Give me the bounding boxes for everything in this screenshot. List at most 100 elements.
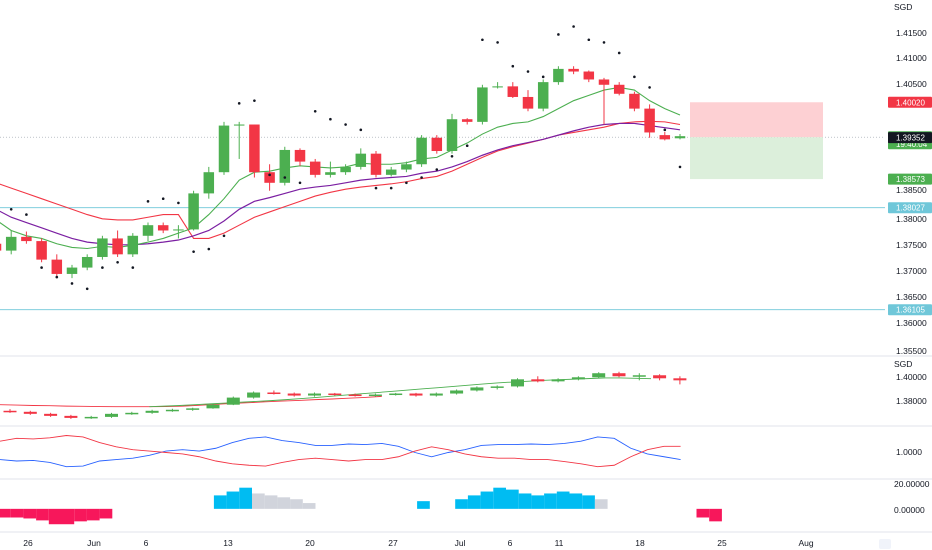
main-candle-body[interactable] xyxy=(5,236,17,251)
htf-candle-body[interactable] xyxy=(328,393,342,396)
htf-candle-body[interactable] xyxy=(125,412,139,415)
htf-candle-body[interactable] xyxy=(348,394,362,397)
main-candle-body[interactable] xyxy=(188,193,199,230)
take-profit-zone[interactable] xyxy=(690,137,823,180)
main-candle-body[interactable] xyxy=(142,225,154,236)
main-candle-body[interactable] xyxy=(659,135,671,140)
htf-candle-body[interactable] xyxy=(368,394,382,397)
htf-candle-body[interactable] xyxy=(632,375,646,377)
histogram-bar xyxy=(239,487,252,509)
main-candle-body[interactable] xyxy=(385,169,397,175)
main-candle-body[interactable] xyxy=(340,166,351,173)
main-candle-body[interactable] xyxy=(36,241,47,260)
htf-candle-body[interactable] xyxy=(105,413,118,417)
main-candle-body[interactable] xyxy=(431,137,443,152)
price-tag-label: 1.36105 xyxy=(896,306,925,315)
htf-candle-body[interactable] xyxy=(165,409,179,412)
htf-candle-body[interactable] xyxy=(409,393,423,396)
htf-candle-body[interactable] xyxy=(64,415,78,418)
htf-candle-body[interactable] xyxy=(186,408,200,410)
main-candle-body[interactable] xyxy=(492,86,503,88)
htf-candle-body[interactable] xyxy=(44,413,58,416)
htf-candle-body[interactable] xyxy=(206,404,220,409)
main-candle-body[interactable] xyxy=(127,235,139,255)
htf-candle-body[interactable] xyxy=(308,393,321,396)
htf-candle-body[interactable] xyxy=(551,379,565,382)
histogram-bar xyxy=(99,508,113,519)
main-candle-body[interactable] xyxy=(507,86,519,97)
main-candle-body[interactable] xyxy=(81,256,93,268)
htf-candle-body[interactable] xyxy=(653,375,667,379)
main-candle-body[interactable] xyxy=(461,119,473,122)
htf-candle-body[interactable] xyxy=(23,411,37,414)
main-candle-body[interactable] xyxy=(613,84,625,94)
htf-candle-body[interactable] xyxy=(145,410,159,413)
main-candle-body[interactable] xyxy=(537,82,549,109)
price-tag[interactable] xyxy=(888,173,932,185)
main-candle-body[interactable] xyxy=(583,71,595,80)
main-candle-body[interactable] xyxy=(66,267,78,274)
main-candle-body[interactable] xyxy=(264,172,275,183)
main-candle-body[interactable] xyxy=(157,225,169,231)
main-candle-body[interactable] xyxy=(401,164,412,170)
htf-candle-body[interactable] xyxy=(84,416,98,419)
main-candle-body[interactable] xyxy=(598,79,610,85)
main-candle-body[interactable] xyxy=(355,153,367,167)
main-candle-body[interactable] xyxy=(553,68,564,83)
time-axis-scroll-handle[interactable] xyxy=(879,539,891,549)
main-candle-body[interactable] xyxy=(218,125,230,173)
price-tag[interactable] xyxy=(888,304,932,316)
main-candle-body[interactable] xyxy=(674,136,686,139)
main-candle-body[interactable] xyxy=(21,236,32,242)
price-tag[interactable] xyxy=(888,202,932,214)
histogram-bar xyxy=(582,495,595,509)
price-tag-label: 1.38027 xyxy=(896,204,925,213)
main-candle-body[interactable] xyxy=(0,243,2,251)
htf-candle-body[interactable] xyxy=(3,410,17,413)
psar-dot xyxy=(496,41,499,44)
htf-candle-body[interactable] xyxy=(429,393,443,396)
htf-candle-body[interactable] xyxy=(592,373,606,378)
htf-candle-body[interactable] xyxy=(490,386,504,388)
main-candle-body[interactable] xyxy=(644,108,655,133)
price-tag[interactable] xyxy=(888,96,932,108)
main-candle-body[interactable] xyxy=(279,149,291,183)
htf-candle-body[interactable] xyxy=(389,393,403,396)
main-candle-body[interactable] xyxy=(97,238,108,257)
price-tag[interactable] xyxy=(888,132,932,144)
htf-candle-body[interactable] xyxy=(571,377,585,380)
price-axis[interactable] xyxy=(885,0,932,550)
htf-candle-body[interactable] xyxy=(247,392,261,398)
main-candle-body[interactable] xyxy=(173,229,184,231)
htf-candle-body[interactable] xyxy=(531,379,545,382)
main-candle-body[interactable] xyxy=(112,238,123,255)
psar-dot xyxy=(253,99,256,102)
main-candle-body[interactable] xyxy=(568,68,579,72)
main-candle-body[interactable] xyxy=(522,96,534,109)
stop-loss-zone[interactable] xyxy=(690,102,823,138)
htf-candle-body[interactable] xyxy=(612,373,626,377)
main-candle-body[interactable] xyxy=(51,259,63,274)
main-candle-body[interactable] xyxy=(416,137,427,165)
htf-candle-body[interactable] xyxy=(226,397,240,405)
price-tick-label: 1.38000 xyxy=(896,214,927,224)
main-candle-body[interactable] xyxy=(446,119,458,152)
main-candle-body[interactable] xyxy=(203,172,215,194)
main-candle-body[interactable] xyxy=(477,87,488,122)
main-candle-body[interactable] xyxy=(309,161,321,175)
htf-candle-body[interactable] xyxy=(267,392,281,395)
psar-dot xyxy=(526,70,530,73)
htf-candle-body[interactable] xyxy=(511,379,524,387)
main-candle-body[interactable] xyxy=(325,172,336,175)
htf-candle-body[interactable] xyxy=(287,393,301,396)
main-candle-body[interactable] xyxy=(249,124,260,173)
main-candle-body[interactable] xyxy=(370,153,382,175)
main-candle-body[interactable] xyxy=(233,124,245,126)
htf-candle-body[interactable] xyxy=(470,387,484,391)
htf-candle-body[interactable] xyxy=(450,390,464,394)
main-candle-body[interactable] xyxy=(294,149,306,162)
htf-candle-body[interactable] xyxy=(673,378,687,381)
main-candle-body[interactable] xyxy=(629,93,640,109)
